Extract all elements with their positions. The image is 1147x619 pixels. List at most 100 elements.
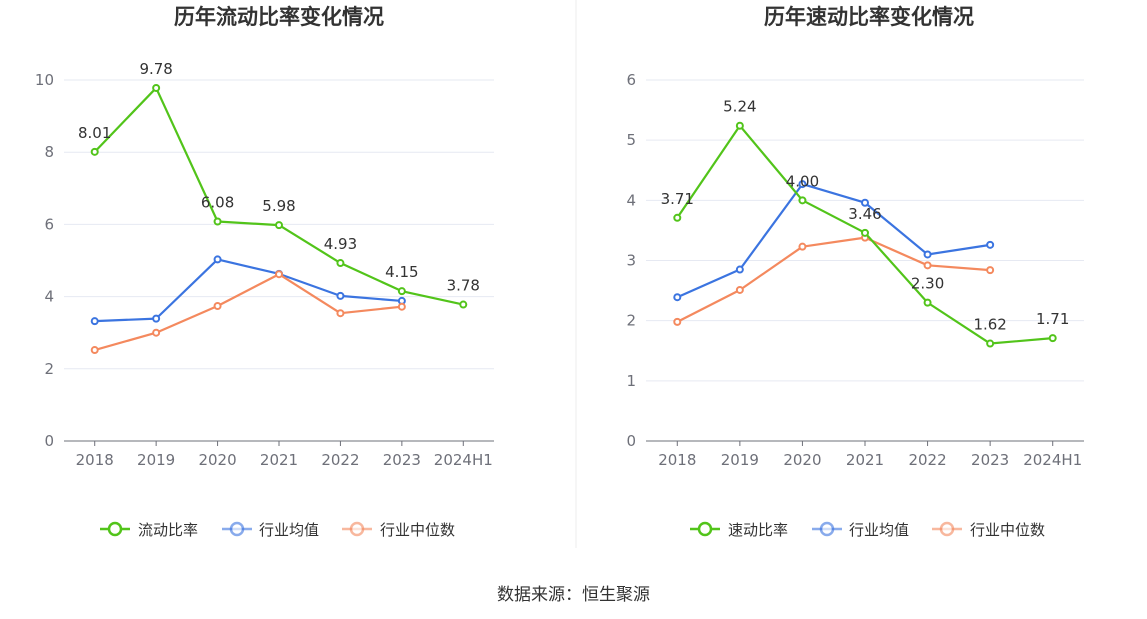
data-point [397, 302, 406, 311]
x-tick-label: 2024H1 [434, 451, 493, 469]
data-point [275, 270, 283, 279]
y-tick-label: 6 [44, 215, 54, 233]
data-point [152, 83, 161, 92]
y-tick-label: 8 [44, 143, 54, 161]
data-point [213, 255, 222, 264]
data-point [152, 314, 161, 323]
y-tick-label: 0 [626, 432, 636, 450]
chart-2: 历年速动比率变化情况 0 1 2 3 4 5 6 2018 2019 2020 2021 2022 202… [626, 5, 1084, 539]
data-point [336, 291, 345, 300]
data-point [673, 213, 682, 222]
y-tick-label: 2 [626, 312, 636, 330]
data-label: 3.78 [447, 277, 480, 295]
data-point [798, 180, 807, 189]
data-point [90, 346, 99, 355]
legend-item: 行业中位数 [932, 521, 1045, 539]
y-tick-label: 4 [44, 288, 54, 306]
data-point [986, 240, 995, 249]
data-point [336, 309, 345, 318]
y-tick-label: 2 [44, 360, 54, 378]
legend-item: 行业均值 [812, 521, 909, 539]
x-tick-label: 2019 [721, 451, 759, 469]
data-point [90, 147, 99, 156]
data-label: 1.62 [973, 316, 1006, 334]
legend-marker [107, 521, 123, 537]
data-point [861, 228, 869, 237]
x-tick-label: 2021 [260, 451, 298, 469]
legend-label: 速动比率 [728, 521, 788, 539]
x-tick-label: 2024H1 [1023, 451, 1082, 469]
data-point [923, 298, 932, 307]
legend-item: 行业均值 [222, 521, 319, 539]
x-tick-label: 2023 [383, 451, 421, 469]
x-tick-label: 2023 [971, 451, 1009, 469]
legend-label: 行业中位数 [970, 521, 1045, 539]
data-point [673, 317, 682, 326]
data-point [1048, 334, 1057, 343]
legend-marker [349, 521, 365, 537]
legend-marker [939, 521, 955, 537]
y-tick-label: 6 [626, 71, 636, 89]
legend-marker [819, 521, 835, 537]
legend-item: 速动比率 [690, 521, 788, 539]
legend-item: 行业中位数 [342, 521, 455, 539]
x-tick-label: 2018 [76, 451, 114, 469]
data-label: 2.30 [911, 275, 944, 293]
data-point [923, 250, 932, 259]
data-point [798, 196, 807, 205]
x-tick-label: 2021 [846, 451, 884, 469]
legend-marker [229, 521, 245, 537]
data-label: 4.93 [324, 235, 357, 253]
series-line-行业中位数 [676, 236, 991, 323]
y-tick-label: 10 [35, 71, 54, 89]
data-point [923, 261, 932, 270]
data-label: 3.71 [661, 190, 694, 208]
data-point [986, 266, 995, 275]
data-point [213, 217, 222, 226]
data-point [986, 339, 995, 348]
y-tick-label: 3 [626, 252, 636, 270]
legend-marker [697, 521, 713, 537]
chart-1: 历年流动比率变化情况 0 2 4 6 8 10 2018 2019 2020 2021 2022 202… [35, 5, 494, 539]
data-label: 5.24 [723, 98, 756, 116]
series-line-行业均值 [676, 182, 991, 299]
chart-title: 历年速动比率变化情况 [764, 5, 974, 29]
x-tick-label: 2020 [783, 451, 821, 469]
y-tick-label: 1 [626, 372, 636, 390]
x-tick-label: 2022 [908, 451, 946, 469]
legend-item: 流动比率 [100, 521, 198, 539]
data-label: 1.71 [1036, 310, 1069, 328]
data-label: 9.78 [139, 60, 172, 78]
data-source: 数据来源：恒生聚源 [497, 585, 650, 605]
x-tick-label: 2019 [137, 451, 175, 469]
legend-label: 行业均值 [849, 521, 909, 539]
legend-label: 行业均值 [259, 521, 319, 539]
data-point [90, 317, 99, 326]
data-point [213, 301, 222, 310]
legend-label: 行业中位数 [380, 521, 455, 539]
data-label: 8.01 [78, 124, 111, 142]
data-point [798, 242, 807, 251]
data-point [735, 265, 744, 274]
data-point [336, 259, 345, 268]
series-line-行业中位数 [94, 273, 402, 352]
chart-title: 历年流动比率变化情况 [174, 5, 384, 29]
data-label: 6.08 [201, 194, 234, 212]
y-tick-label: 5 [626, 131, 636, 149]
data-point [735, 121, 744, 130]
data-point [275, 221, 283, 230]
data-label: 4.00 [786, 172, 819, 190]
data-point [152, 328, 161, 337]
y-tick-label: 4 [626, 191, 636, 209]
series-line-行业均值 [94, 258, 402, 323]
data-point [459, 300, 468, 309]
data-label: 5.98 [262, 197, 295, 215]
data-point [861, 198, 869, 207]
x-tick-label: 2022 [321, 451, 359, 469]
y-tick-label: 0 [44, 432, 54, 450]
data-label: 4.15 [385, 263, 418, 281]
x-tick-label: 2020 [198, 451, 236, 469]
legend-label: 流动比率 [138, 521, 198, 539]
